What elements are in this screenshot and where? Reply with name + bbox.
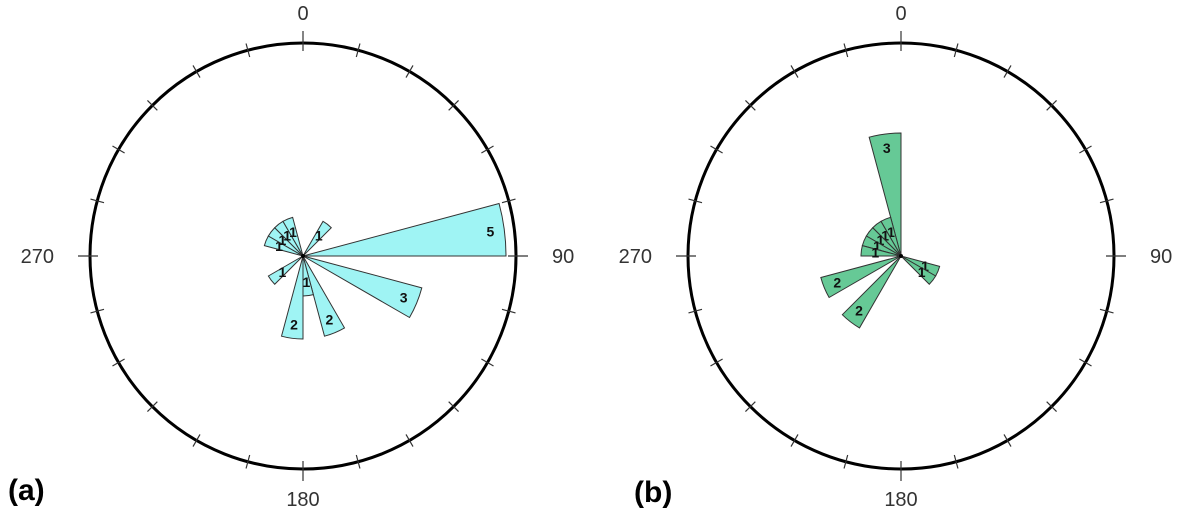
petal-count-label: 1	[921, 258, 929, 274]
angle-tick	[245, 43, 251, 58]
angle-tick	[405, 434, 414, 447]
angle-tick	[1099, 308, 1114, 314]
panel-label: (b)	[634, 476, 672, 509]
angle-label-0: 0	[297, 3, 308, 25]
angle-tick	[710, 145, 723, 154]
angle-label-0: 0	[895, 3, 906, 25]
petal-count-label: 2	[326, 312, 334, 328]
angle-tick	[147, 100, 158, 111]
petal-count-label: 2	[833, 274, 841, 290]
angle-tick	[745, 100, 756, 111]
rose-petal	[302, 255, 423, 319]
angle-tick	[953, 43, 959, 58]
angle-tick	[790, 434, 799, 447]
rose-petal	[302, 220, 332, 257]
angle-tick	[843, 43, 849, 58]
angle-tick	[1079, 145, 1092, 154]
angle-tick	[843, 454, 849, 469]
angle-tick	[953, 454, 959, 469]
angle-tick	[192, 434, 201, 447]
angle-tick	[1003, 434, 1012, 447]
petal-count-label: 1	[871, 245, 879, 261]
center-point	[899, 254, 903, 258]
angle-tick	[147, 401, 158, 412]
panel-label: (a)	[8, 474, 45, 507]
angle-tick	[481, 358, 494, 367]
angle-tick	[790, 65, 799, 78]
angle-label-270: 270	[619, 246, 652, 268]
petal-count-label: 1	[881, 227, 889, 243]
rose-petal	[302, 202, 507, 257]
angle-tick	[1079, 358, 1092, 367]
angle-tick	[245, 454, 251, 469]
petal-count-label: 1	[278, 232, 286, 248]
petal-count-label: 1	[283, 227, 291, 243]
petal-count-label: 2	[855, 303, 863, 319]
petal-count-label: 3	[400, 290, 408, 306]
angle-tick	[448, 401, 459, 412]
rose-petal	[282, 216, 304, 257]
angle-tick	[1003, 65, 1012, 78]
angle-tick	[112, 358, 125, 367]
petal-count-label: 5	[486, 223, 494, 239]
rose-petal	[302, 255, 346, 337]
petal-count-label: 1	[876, 232, 884, 248]
angle-tick	[405, 65, 414, 78]
rose-petal	[820, 255, 902, 299]
angle-tick	[481, 145, 494, 154]
petal-count-label: 1	[278, 264, 286, 280]
angle-tick	[1046, 100, 1057, 111]
angle-tick	[90, 198, 105, 204]
angle-tick	[745, 401, 756, 412]
rose-petal	[267, 255, 304, 285]
angle-tick	[710, 358, 723, 367]
rose-petal	[860, 245, 902, 257]
petal-count-label: 1	[275, 238, 283, 254]
angle-label-270: 270	[21, 246, 54, 268]
petal-count-label: 3	[883, 140, 891, 156]
angle-tick	[1046, 401, 1057, 412]
angle-tick	[501, 308, 516, 314]
angle-tick	[192, 65, 201, 78]
angle-label-180: 180	[286, 489, 319, 511]
angle-tick	[90, 308, 105, 314]
petal-count-label: 1	[918, 264, 926, 280]
angle-tick	[1099, 198, 1114, 204]
petal-count-label: 1	[302, 274, 310, 290]
rose-petal	[841, 255, 902, 329]
angle-label-180: 180	[884, 489, 917, 511]
angle-tick	[355, 43, 361, 58]
rose-petal	[280, 255, 304, 340]
angle-label-90: 90	[1150, 246, 1172, 268]
petal-count-label: 1	[873, 238, 881, 254]
angle-tick	[448, 100, 459, 111]
petal-count-label: 1	[887, 224, 895, 240]
petal-count-label: 1	[315, 227, 323, 243]
petal-count-label: 1	[289, 224, 297, 240]
angle-tick	[355, 454, 361, 469]
angle-tick	[112, 145, 125, 154]
petal-count-label: 2	[290, 316, 298, 332]
angle-tick	[688, 198, 703, 204]
angle-tick	[501, 198, 516, 204]
angle-label-90: 90	[552, 246, 574, 268]
center-point	[301, 254, 305, 258]
angle-tick	[688, 308, 703, 314]
rose-petal	[900, 255, 937, 285]
